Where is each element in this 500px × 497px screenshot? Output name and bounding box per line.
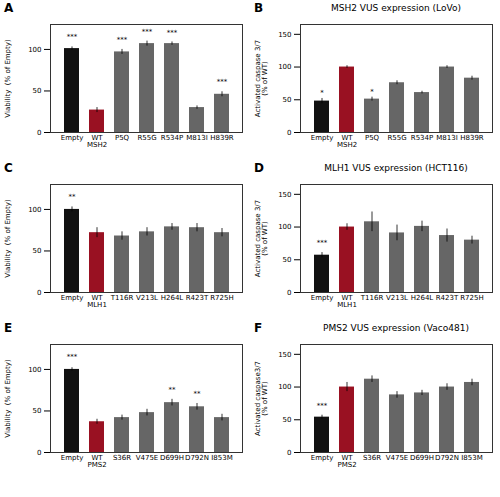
svg-text:WTMSH2: WTMSH2 xyxy=(87,134,107,149)
svg-text:R423T: R423T xyxy=(186,294,209,302)
svg-text:Empty: Empty xyxy=(311,454,334,462)
svg-text:***: *** xyxy=(167,29,178,37)
svg-text:100: 100 xyxy=(28,46,41,54)
svg-text:***: *** xyxy=(317,239,328,247)
svg-text:***: *** xyxy=(217,78,228,86)
svg-text:R55G: R55G xyxy=(137,134,156,142)
svg-text:T116R: T116R xyxy=(360,294,384,302)
svg-text:R534P: R534P xyxy=(411,134,433,142)
svg-text:***: *** xyxy=(142,28,153,36)
svg-text:R423T: R423T xyxy=(436,294,459,302)
html-text:F: F xyxy=(254,321,263,335)
svg-text:V475E: V475E xyxy=(136,454,159,462)
svg-text:50: 50 xyxy=(33,247,42,255)
svg-text:50: 50 xyxy=(33,87,42,95)
svg-text:D792N: D792N xyxy=(435,454,459,462)
svg-text:**: ** xyxy=(69,193,77,201)
svg-text:WTMLH1: WTMLH1 xyxy=(87,294,107,309)
svg-text:H264L: H264L xyxy=(161,294,184,302)
svg-text:0: 0 xyxy=(287,129,291,137)
svg-text:I853M: I853M xyxy=(461,454,482,462)
svg-text:P5Q: P5Q xyxy=(115,134,130,142)
svg-text:H839R: H839R xyxy=(460,134,484,142)
svg-text:*: * xyxy=(370,88,374,96)
svg-text:50: 50 xyxy=(283,96,292,104)
svg-text:M813I: M813I xyxy=(436,134,457,142)
svg-text:D699H: D699H xyxy=(160,454,184,462)
svg-text:100: 100 xyxy=(28,366,41,374)
html-text:B: B xyxy=(254,1,264,15)
svg-text:V213L: V213L xyxy=(386,294,408,302)
svg-text:Activated caspase 3/7(% of WT): Activated caspase 3/7(% of WT) xyxy=(254,200,269,277)
svg-text:R55G: R55G xyxy=(387,134,406,142)
svg-text:D792N: D792N xyxy=(185,454,209,462)
svg-text:**: ** xyxy=(169,386,177,394)
svg-text:0: 0 xyxy=(37,129,41,137)
svg-text:Viability (% of Empty): Viability (% of Empty) xyxy=(4,39,12,118)
svg-text:0: 0 xyxy=(287,289,291,297)
svg-text:Empty: Empty xyxy=(61,454,84,462)
svg-text:Activated caspase3/7(% of WT): Activated caspase3/7(% of WT) xyxy=(254,361,269,436)
svg-text:WTMSH2: WTMSH2 xyxy=(337,134,357,149)
svg-text:**: ** xyxy=(194,390,202,398)
html-text:A: A xyxy=(4,1,14,15)
svg-text:WTPMS2: WTPMS2 xyxy=(337,454,356,469)
svg-text:0: 0 xyxy=(287,449,291,457)
html-text:MSH2 VUS expression (LoVo): MSH2 VUS expression (LoVo) xyxy=(331,3,461,13)
svg-text:Viability (% of Empty): Viability (% of Empty) xyxy=(4,359,12,438)
svg-text:R725H: R725H xyxy=(460,294,484,302)
svg-text:P5Q: P5Q xyxy=(365,134,380,142)
svg-text:Empty: Empty xyxy=(61,294,84,302)
svg-text:V213L: V213L xyxy=(136,294,158,302)
svg-text:100: 100 xyxy=(278,223,291,231)
svg-text:T116R: T116R xyxy=(110,294,134,302)
svg-text:Viability (% of Empty): Viability (% of Empty) xyxy=(4,199,12,278)
svg-text:0: 0 xyxy=(37,449,41,457)
svg-text:Empty: Empty xyxy=(311,134,334,142)
html-text:PMS2 VUS expression (Vaco481): PMS2 VUS expression (Vaco481) xyxy=(323,323,469,333)
svg-text:S36R: S36R xyxy=(363,454,381,462)
svg-text:H839R: H839R xyxy=(210,134,234,142)
svg-text:0: 0 xyxy=(37,289,41,297)
svg-text:***: *** xyxy=(67,33,78,41)
svg-text:Empty: Empty xyxy=(311,294,334,302)
svg-text:50: 50 xyxy=(283,416,292,424)
svg-text:***: *** xyxy=(317,402,328,410)
svg-text:100: 100 xyxy=(28,206,41,214)
html-text:E: E xyxy=(4,321,13,335)
svg-text:100: 100 xyxy=(278,63,291,71)
html-text:MLH1 VUS expression (HCT116): MLH1 VUS expression (HCT116) xyxy=(324,163,468,173)
svg-text:V475E: V475E xyxy=(386,454,409,462)
svg-text:150: 150 xyxy=(278,31,291,39)
svg-text:***: *** xyxy=(67,353,78,361)
svg-text:WTPMS2: WTPMS2 xyxy=(87,454,106,469)
svg-text:Empty: Empty xyxy=(61,134,84,142)
svg-text:R534P: R534P xyxy=(161,134,183,142)
svg-text:H264L: H264L xyxy=(411,294,434,302)
svg-text:D699H: D699H xyxy=(410,454,434,462)
svg-text:50: 50 xyxy=(33,407,42,415)
svg-text:Activated caspase 3/7(% of WT): Activated caspase 3/7(% of WT) xyxy=(254,40,269,117)
svg-text:50: 50 xyxy=(283,256,292,264)
svg-text:WTMLH1: WTMLH1 xyxy=(337,294,357,309)
svg-text:S36R: S36R xyxy=(113,454,131,462)
svg-text:150: 150 xyxy=(278,191,291,199)
svg-text:M813I: M813I xyxy=(186,134,207,142)
svg-text:150: 150 xyxy=(278,351,291,359)
svg-text:100: 100 xyxy=(278,383,291,391)
html-text:C: C xyxy=(4,161,13,175)
html-text:D: D xyxy=(254,161,264,175)
svg-text:I853M: I853M xyxy=(211,454,232,462)
svg-text:*: * xyxy=(320,89,324,97)
svg-text:***: *** xyxy=(117,36,128,44)
svg-text:R725H: R725H xyxy=(210,294,234,302)
